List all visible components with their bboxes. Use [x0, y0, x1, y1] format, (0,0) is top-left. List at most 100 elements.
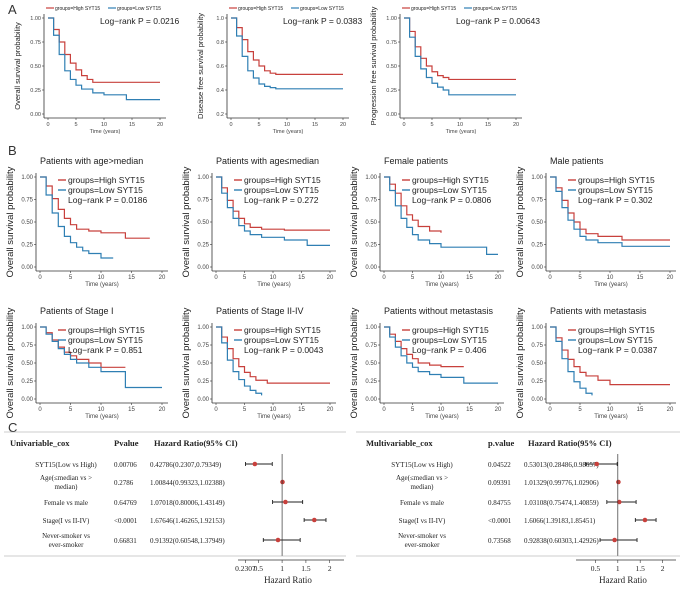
y-tick-label: 1.00 [531, 325, 543, 331]
km-chart-9: Patients of Stage II-IV Overall survival … [181, 306, 336, 420]
x-axis-label: Time (years) [85, 414, 118, 420]
legend-low: groups=Low SYT15 [68, 335, 143, 345]
km-curve-high [40, 176, 150, 239]
x-tick-label: 20 [513, 122, 519, 128]
hr-point [612, 537, 617, 543]
legend-high: groups=High SYT15 [412, 325, 489, 335]
y-tick-label: 0.50 [21, 220, 33, 226]
row-label-cont: median) [411, 483, 435, 491]
km-chart-10: Patients without metastasis Overall survi… [349, 306, 504, 420]
table-header-hr: Hazard Ratio(95% CI) [154, 438, 238, 448]
km-curve-high [216, 176, 330, 231]
hr-axis-label: Hazard Ratio [264, 575, 312, 585]
row-pvalue: <0.0001 [488, 517, 512, 525]
x-axis-label: Time (years) [257, 282, 290, 288]
legend-low: groups=Low SYT15 [117, 6, 161, 12]
x-tick-label: 20 [327, 407, 334, 413]
hr-tick-label: 1 [280, 564, 284, 573]
x-tick-label: 5 [69, 275, 73, 281]
legend-low: groups=Low SYT15 [412, 185, 487, 195]
chart-title: Male patients [550, 156, 604, 166]
km-curve-high [384, 176, 442, 233]
y-tick-label: 1.00 [386, 16, 397, 22]
y-tick-label: 1.00 [21, 325, 33, 331]
y-tick-label: 1.00 [197, 175, 209, 181]
y-tick-label: 0.00 [197, 265, 209, 271]
y-tick-label: 0.50 [30, 64, 41, 70]
hr-tick-label: 1.5 [636, 564, 646, 573]
x-tick-label: 20 [495, 275, 502, 281]
legend-high: groups=High SYT15 [412, 175, 489, 185]
y-tick-label: 0.75 [21, 343, 33, 349]
row-pvalue: 0.09391 [488, 479, 511, 487]
x-tick-label: 0 [402, 122, 405, 128]
x-tick-label: 5 [243, 275, 247, 281]
x-axis-label: Time (years) [594, 282, 627, 288]
y-tick-label: 0.00 [197, 397, 209, 403]
y-tick-label: 0.00 [365, 265, 377, 271]
y-tick-label: 0.00 [21, 265, 33, 271]
y-tick-label: 0.00 [21, 397, 33, 403]
y-tick-label: 0.25 [21, 379, 33, 385]
y-axis-label: Overall survival probability [515, 307, 526, 418]
chart-title: Patients of Stage I [40, 306, 114, 316]
legend-low: groups=Low SYT15 [473, 6, 517, 12]
x-tick-label: 0 [38, 275, 42, 281]
chart-title: Patients of Stage II-IV [216, 306, 304, 316]
row-label: SYT15(Low vs High) [391, 461, 453, 469]
y-tick-label: 0.75 [531, 343, 543, 349]
panel-label-c: C [8, 420, 18, 435]
x-tick-label: 5 [257, 122, 260, 128]
row-pvalue: 0.73568 [488, 537, 511, 545]
y-axis-label: Overall survival probability [349, 166, 360, 277]
hr-axis-label: Hazard Ratio [599, 575, 647, 585]
y-tick-label: 0.75 [21, 198, 33, 204]
row-label: Female vs male [400, 499, 444, 507]
x-tick-label: 20 [159, 407, 166, 413]
x-tick-label: 15 [637, 407, 644, 413]
hr-point [616, 479, 621, 485]
y-tick-label: 0.50 [365, 220, 377, 226]
legend-high: groups=High SYT15 [578, 325, 655, 335]
km-curve-low [404, 17, 516, 96]
legend-high: groups=High SYT15 [55, 6, 100, 12]
x-tick-label: 0 [382, 275, 386, 281]
y-tick-label: 0.25 [197, 379, 209, 385]
hr-tick-label: 0.5 [591, 564, 601, 573]
x-axis-label: Time (years) [90, 129, 121, 135]
row-hr-text: 1.00844(0.99323,1.02388) [150, 479, 225, 487]
x-axis-label: Time (years) [85, 282, 118, 288]
x-tick-label: 0 [214, 275, 218, 281]
x-tick-label: 20 [667, 407, 674, 413]
legend-high: groups=High SYT15 [411, 6, 456, 12]
km-curve-low [384, 176, 498, 255]
x-tick-label: 10 [438, 407, 445, 413]
x-tick-label: 15 [129, 122, 135, 128]
row-hr-text: 0.53013(0.28486,0.98657) [524, 461, 599, 469]
x-tick-label: 5 [69, 407, 73, 413]
y-tick-label: 1.00 [365, 175, 377, 181]
y-tick-label: 0.50 [531, 361, 543, 367]
y-tick-label: 1.00 [30, 16, 41, 22]
forest-row: Female vs male 0.84755 1.03108(0.75474,1.4… [400, 499, 637, 507]
row-pvalue: 0.04522 [488, 461, 511, 469]
x-tick-label: 10 [438, 275, 445, 281]
forest-row: Age(≤median vs >median) 0.09391 1.01329(0.… [396, 474, 621, 491]
hr-tick-label: 0.2307 [235, 564, 256, 573]
y-axis-label: Overall survival probability [5, 307, 16, 418]
x-tick-label: 10 [284, 122, 290, 128]
y-tick-label: 0.25 [21, 243, 33, 249]
x-axis-label: Time (years) [594, 414, 627, 420]
chart-title: Patients with age≤median [216, 156, 319, 166]
km-curve-high [384, 326, 464, 368]
row-label: Age(≤median vs > [396, 474, 448, 482]
km-chart-5: Patients with age≤median Overall survival… [181, 156, 336, 288]
row-hr-text: 0.91392(0.60548,1.37949) [150, 537, 225, 545]
panel-label-a: A [8, 2, 17, 17]
panel-label-b: B [8, 143, 17, 158]
row-pvalue: <0.0001 [114, 517, 138, 525]
hr-point [275, 537, 281, 543]
y-tick-label: 0.50 [386, 64, 397, 70]
